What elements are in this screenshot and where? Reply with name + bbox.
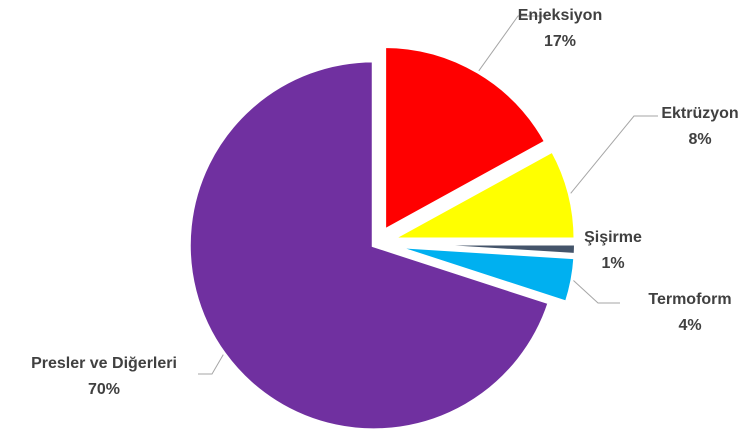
pie-slice-termoform: [390, 243, 578, 306]
slice-label-termoform: Termoform: [648, 291, 731, 308]
pie-slices: [186, 43, 578, 432]
leader-lines: [198, 15, 658, 375]
pie-slice-sisirme: [390, 241, 578, 258]
slice-value-ektruzyon: 8%: [688, 131, 711, 148]
slice-labels: Enjeksiyon 17% Ektrüzyon 8% Şişirme 1% Termofo…: [31, 7, 739, 398]
slice-value-termoform: 4%: [678, 317, 701, 334]
slice-label-ektruzyon: Ektrüzyon: [661, 105, 738, 122]
slice-label-sisirme: Şişirme: [584, 229, 642, 246]
slice-value-presler-ve-digerleri: 70%: [88, 381, 120, 398]
leader-line-ektruzyon: [570, 115, 658, 194]
pie-slice-ektruzyon: [389, 147, 578, 242]
pie-slice-presler-ve-digerleri: [186, 58, 553, 432]
pie-slice-enjeksiyon: [382, 43, 549, 235]
slice-label-enjeksiyon: Enjeksiyon: [518, 7, 602, 24]
slice-value-sisirme: 1%: [601, 255, 624, 272]
leader-line-termoform: [573, 280, 620, 304]
leader-line-presler-ve-digerleri: [198, 354, 224, 375]
slice-label-presler-ve-digerleri: Presler ve Diğerleri: [31, 355, 177, 372]
slice-value-enjeksiyon: 17%: [544, 33, 576, 50]
leader-line-enjeksiyon: [478, 15, 548, 72]
